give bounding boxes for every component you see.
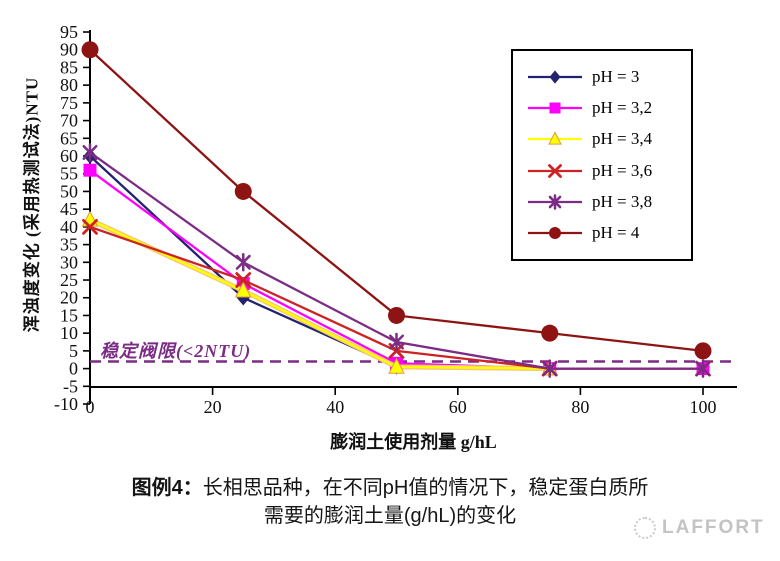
caption-line-2: 需要的膨润土量(g/hL)的变化 [263,505,517,527]
marker-star [542,359,558,378]
legend-item: pH = 3,4 [527,124,691,155]
legend-swatch [528,131,582,145]
legend-swatch [528,163,582,178]
threshold-annotation: 稳定阀限(<2NTU) [100,341,252,361]
legend-swatch [528,102,582,114]
chart-legend: pH = 3 pH = 3,2 pH = 3,4 pH = 3,6 pH = 3,8 pH… [511,49,693,261]
y-tick-label: 40 [60,217,78,237]
marker-triangle [81,210,99,227]
marker-star [695,359,711,378]
y-tick-label: 55 [60,164,78,184]
marker-star [389,332,404,352]
marker-diamond [549,70,561,84]
legend-swatch [528,227,582,240]
marker-square [83,163,97,177]
legend-label: pH = 3 [592,66,640,86]
y-tick-label: -10 [54,394,78,414]
legend-swatch [528,194,582,210]
laffort-logo-icon [634,517,656,539]
marker-triangle [548,131,562,145]
y-tick-label: 30 [60,252,78,272]
y-tick-label: 35 [60,235,78,255]
x-tick-label: 80 [571,397,589,417]
y-tick-label: 50 [60,181,78,201]
legend-item: pH = 3,2 [527,92,691,123]
marker-triangle [234,281,252,298]
x-tick-label: 20 [204,397,222,417]
y-tick-label: 90 [60,40,78,60]
y-tick-label: 5 [69,341,78,361]
watermark-text: LAFFORT [662,517,765,538]
marker-star [548,194,562,210]
caption-label: 图例4： [131,477,203,499]
y-tick-label: 65 [60,128,78,148]
y-tick-label: -5 [63,376,78,396]
series-line-pH-3-4 [89,218,550,370]
laffort-watermark: LAFFORT [634,517,765,539]
y-tick-label: 95 [60,22,78,42]
figure-caption: 图例4：长相思品种，在不同pH值的情况下，稳定蛋白质所 需要的膨润土量(g/hL… [0,474,780,530]
x-tick-label: 60 [449,397,467,417]
marker-triangle [388,357,405,374]
y-tick-label: 45 [60,199,78,219]
legend-label: pH = 4 [592,223,640,243]
y-axis-title: 浑浊度变化 (采用热测试法)NTU [22,76,42,333]
caption-line-1: 图例4：长相思品种，在不同pH值的情况下，稳定蛋白质所 [0,474,780,502]
y-tick-label: 15 [60,305,78,325]
y-tick-label: 70 [60,111,78,131]
marker-star [235,253,251,272]
marker-circle [388,306,405,324]
x-axis-title: 膨润土使用剂量 g/hL [330,432,497,452]
legend-item: pH = 4 [527,217,691,248]
y-tick-label: 10 [60,323,78,343]
y-tick-label: 20 [60,288,78,308]
marker-x [548,163,562,178]
legend-label: pH = 3,2 [592,97,653,117]
legend-item: pH = 3 [527,61,691,92]
legend-label: pH = 3,4 [592,129,653,149]
x-tick-label: 40 [326,397,344,417]
y-tick-label: 60 [60,146,78,166]
legend-swatch [528,70,582,84]
y-tick-label: 80 [60,75,78,95]
marker-square [549,102,561,114]
legend-label: pH = 3,8 [592,191,653,211]
legend-label: pH = 3,6 [592,160,653,180]
marker-circle [81,41,99,59]
legend-item: pH = 3,8 [527,186,691,217]
marker-circle [549,227,561,240]
y-tick-label: 75 [60,93,78,113]
marker-circle [694,342,712,360]
line-chart: -10-505101520253035404550556065707580859… [54,22,737,417]
marker-x [235,272,252,288]
x-tick-label: 0 [86,397,95,417]
y-tick-label: 25 [60,270,78,290]
y-tick-label: 0 [69,359,78,379]
marker-x [82,218,98,235]
x-tick-label: 100 [690,397,717,417]
legend-item: pH = 3,6 [527,155,691,186]
marker-circle [234,182,252,200]
y-tick-label: 85 [60,57,78,77]
marker-star [82,143,98,162]
marker-circle [541,324,559,342]
caption-text-1: 长相思品种，在不同pH值的情况下，稳定蛋白质所 [202,477,649,499]
